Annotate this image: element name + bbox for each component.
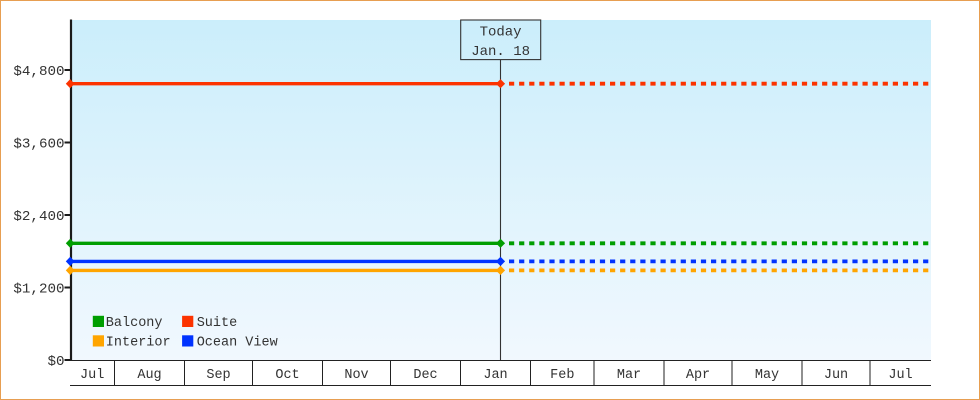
svg-text:$1,200: $1,200: [13, 281, 64, 297]
svg-text:Today: Today: [480, 25, 522, 41]
svg-text:Feb: Feb: [550, 368, 574, 383]
svg-text:Balcony: Balcony: [106, 316, 163, 331]
svg-text:Interior: Interior: [106, 336, 171, 351]
svg-text:Dec: Dec: [413, 368, 437, 383]
svg-text:Jul: Jul: [80, 368, 104, 383]
svg-text:Suite: Suite: [197, 316, 238, 331]
svg-text:Jul: Jul: [888, 368, 912, 383]
svg-text:$3,600: $3,600: [13, 136, 64, 152]
svg-text:$2,400: $2,400: [13, 209, 64, 225]
svg-text:$0: $0: [47, 354, 64, 370]
svg-text:Jan: Jan: [483, 368, 507, 383]
svg-text:Nov: Nov: [344, 368, 368, 383]
svg-text:May: May: [755, 368, 779, 383]
svg-text:$4,800: $4,800: [13, 64, 64, 80]
svg-text:Apr: Apr: [686, 368, 710, 383]
svg-text:Jan. 18: Jan. 18: [471, 44, 530, 60]
svg-text:Sep: Sep: [206, 368, 230, 383]
svg-text:Jun: Jun: [824, 368, 848, 383]
svg-text:Aug: Aug: [137, 368, 161, 383]
svg-text:Oct: Oct: [275, 368, 299, 383]
svg-text:Ocean View: Ocean View: [197, 336, 278, 351]
svg-text:Mar: Mar: [617, 368, 641, 383]
